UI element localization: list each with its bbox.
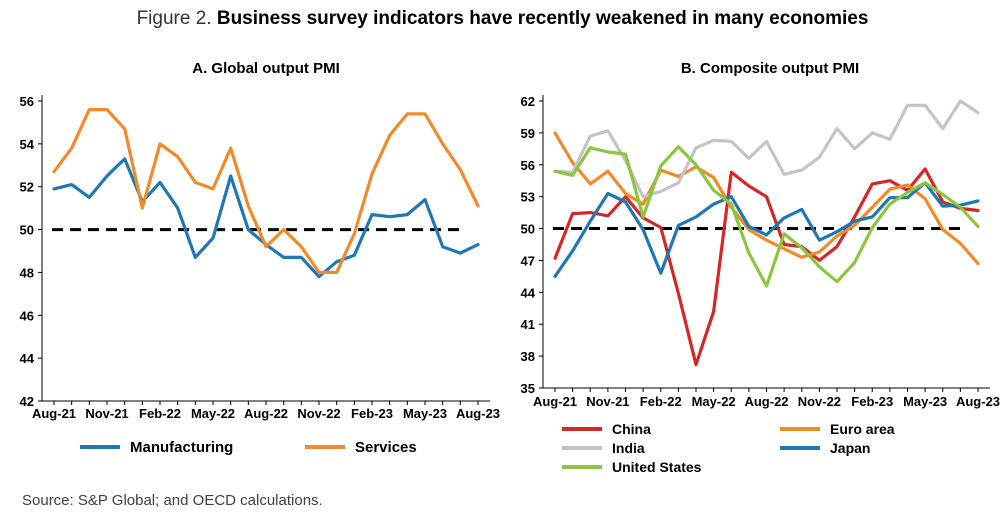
source-note: Source: S&P Global; and OECD calculation… [22, 492, 323, 509]
y-tick-label: 54 [20, 137, 35, 152]
y-tick-label: 56 [20, 94, 34, 109]
legend-label: India [612, 440, 645, 456]
y-tick-label: 53 [521, 190, 535, 205]
x-tick-label: May-23 [903, 394, 947, 409]
x-tick-label: Nov-21 [85, 406, 128, 421]
legend-label: Euro area [830, 421, 895, 437]
legend-label: Services [355, 439, 417, 456]
y-tick-label: 42 [20, 394, 34, 409]
panel-title: A. Global output PMI [192, 60, 339, 77]
x-tick-label: Nov-22 [297, 406, 340, 421]
legend-label: United States [612, 459, 702, 475]
figure-title: Figure 2. Business survey indicators hav… [0, 8, 1005, 30]
figure-headline: Business survey indicators have recently… [216, 8, 869, 29]
x-tick-label: May-22 [692, 394, 736, 409]
x-tick-label: Aug-21 [533, 394, 577, 409]
series-line-manufacturing [52, 157, 480, 279]
y-tick-label: 50 [20, 223, 34, 238]
y-tick-label: 52 [20, 180, 34, 195]
series-line-euro-area [553, 131, 980, 266]
x-tick-label: Nov-22 [798, 394, 841, 409]
figure-prefix: Figure 2. [136, 8, 217, 29]
x-tick-label: May-22 [191, 406, 235, 421]
y-tick-label: 38 [521, 349, 535, 364]
y-tick-label: 48 [20, 265, 34, 280]
legend-label: Manufacturing [130, 439, 233, 456]
y-tick-label: 41 [521, 317, 535, 332]
x-tick-label: May-23 [403, 406, 447, 421]
y-tick-label: 50 [521, 222, 535, 237]
x-tick-label: Aug-23 [956, 394, 1000, 409]
series-line-india [553, 99, 980, 199]
x-tick-label: Feb-22 [139, 406, 181, 421]
y-tick-label: 59 [521, 126, 535, 141]
legend-label: Japan [830, 440, 870, 456]
y-tick-label: 46 [20, 308, 34, 323]
series-line-services [52, 107, 480, 274]
y-tick-label: 35 [521, 381, 535, 396]
x-tick-label: Feb-23 [351, 406, 393, 421]
series-line-china [553, 167, 980, 367]
y-tick-label: 62 [521, 94, 535, 109]
x-tick-label: Feb-23 [851, 394, 893, 409]
series-line-united-states [553, 145, 980, 288]
y-tick-label: 44 [521, 285, 536, 300]
y-tick-label: 56 [521, 158, 535, 173]
y-tick-label: 44 [20, 351, 35, 366]
panel-title: B. Composite output PMI [681, 60, 859, 77]
series-line-japan [553, 181, 980, 278]
x-tick-label: Aug-22 [744, 394, 788, 409]
y-tick-label: 47 [521, 253, 535, 268]
legend-label: China [612, 421, 651, 437]
x-tick-label: Aug-21 [32, 406, 76, 421]
x-tick-label: Nov-21 [586, 394, 629, 409]
x-tick-label: Aug-22 [244, 406, 288, 421]
x-tick-label: Feb-22 [640, 394, 682, 409]
x-tick-label: Aug-23 [456, 406, 500, 421]
